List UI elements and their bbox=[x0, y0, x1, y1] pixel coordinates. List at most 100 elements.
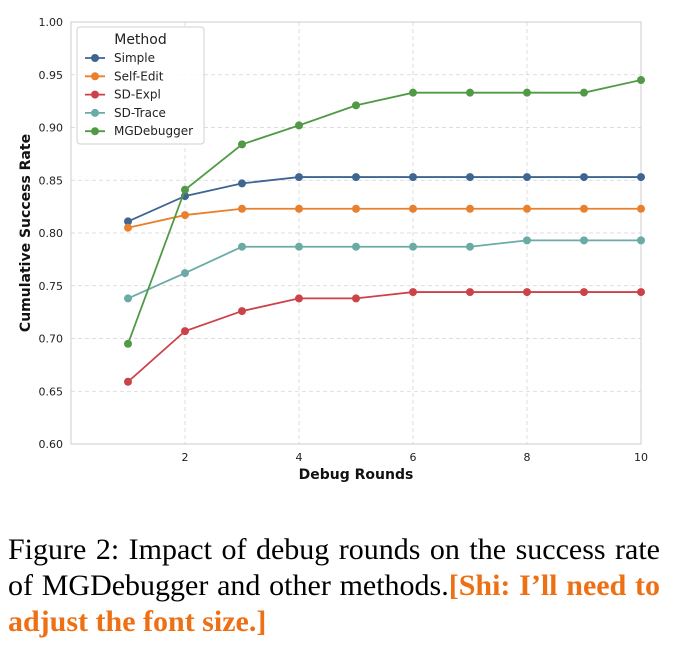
data-point-self-edit bbox=[580, 204, 588, 213]
legend-items: Simple Self-Edit SD-Expl SD-Trace MGDebugger bbox=[85, 51, 193, 138]
legend-label: SD-Expl bbox=[114, 88, 161, 102]
legend-marker bbox=[91, 54, 99, 62]
data-point-self-edit bbox=[409, 204, 417, 213]
data-point-sd-trace bbox=[637, 236, 645, 245]
y-axis-label: Cumulative Success Rate bbox=[18, 134, 34, 332]
legend-item-sd-trace: SD-Trace bbox=[85, 106, 166, 120]
data-point-simple bbox=[466, 173, 474, 182]
data-point-simple bbox=[637, 173, 645, 182]
x-tick-label: 6 bbox=[410, 451, 417, 464]
data-point-simple bbox=[580, 173, 588, 182]
series-group bbox=[124, 76, 645, 386]
data-point-self-edit bbox=[181, 211, 189, 220]
data-point-self-edit bbox=[466, 204, 474, 213]
data-point-sd-trace bbox=[523, 236, 531, 245]
series-sd-expl bbox=[124, 288, 645, 386]
legend-marker bbox=[91, 72, 99, 81]
legend-label: SD-Trace bbox=[114, 106, 166, 120]
plot-frame bbox=[70, 21, 642, 445]
data-point-mgdebugger bbox=[580, 88, 588, 97]
data-point-simple bbox=[124, 217, 132, 226]
data-point-mgdebugger bbox=[637, 76, 645, 85]
legend-item-self-edit: Self-Edit bbox=[85, 69, 164, 83]
data-point-self-edit bbox=[523, 204, 531, 213]
data-point-simple bbox=[295, 173, 303, 182]
data-point-sd-trace bbox=[124, 294, 132, 303]
x-axis-ticks: 2 4 6 8 10 bbox=[182, 451, 649, 464]
data-point-mgdebugger bbox=[295, 121, 303, 130]
data-point-sd-trace bbox=[352, 242, 360, 251]
data-point-sd-expl bbox=[295, 294, 303, 303]
data-point-sd-expl bbox=[523, 288, 531, 297]
series-line-sd-trace bbox=[127, 239, 641, 300]
data-point-sd-expl bbox=[637, 288, 645, 297]
legend-title: Method bbox=[114, 32, 167, 48]
data-point-sd-trace bbox=[580, 236, 588, 245]
data-point-mgdebugger bbox=[181, 185, 189, 194]
x-tick-label: 4 bbox=[296, 451, 303, 464]
data-point-sd-expl bbox=[181, 327, 189, 336]
x-tick-label: 2 bbox=[182, 451, 189, 464]
y-tick-label: 0.95 bbox=[39, 69, 64, 82]
legend-label: Self-Edit bbox=[114, 69, 164, 83]
series-sd-trace bbox=[124, 236, 645, 303]
line-chart: 0.60 0.65 0.70 0.75 0.80 0.85 0.90 0.95 1.00 2 4 6… bbox=[18, 16, 649, 483]
data-point-sd-trace bbox=[238, 242, 246, 251]
data-point-sd-trace bbox=[409, 242, 417, 251]
y-tick-label: 0.80 bbox=[39, 227, 64, 240]
data-point-simple bbox=[409, 173, 417, 182]
data-point-mgdebugger bbox=[466, 88, 474, 97]
series-line-self-edit bbox=[127, 207, 641, 229]
series-line-simple bbox=[127, 176, 641, 223]
data-point-sd-expl bbox=[352, 294, 360, 303]
caption-review-note: [Shi: I’ll need to adjust the font size.… bbox=[8, 569, 660, 638]
data-point-mgdebugger bbox=[352, 101, 360, 110]
legend-marker bbox=[91, 90, 99, 99]
data-point-mgdebugger bbox=[238, 140, 246, 149]
x-axis-label: Debug Rounds bbox=[299, 467, 414, 483]
legend: Method Simple Self-Edit SD-Expl SD-Trace MGD… bbox=[76, 26, 205, 145]
legend-label: MGDebugger bbox=[114, 124, 193, 138]
data-point-self-edit bbox=[295, 204, 303, 213]
data-point-simple bbox=[352, 173, 360, 182]
legend-item-simple: Simple bbox=[85, 51, 155, 65]
data-point-sd-expl bbox=[580, 288, 588, 297]
y-tick-label: 0.65 bbox=[39, 385, 64, 398]
y-tick-label: 0.90 bbox=[39, 122, 64, 135]
data-point-simple bbox=[238, 179, 246, 188]
legend-item-mgdebugger: MGDebugger bbox=[85, 124, 193, 138]
y-axis-ticks: 0.60 0.65 0.70 0.75 0.80 0.85 0.90 0.95 1.00 bbox=[39, 16, 64, 451]
data-point-sd-trace bbox=[466, 242, 474, 251]
data-point-self-edit bbox=[637, 204, 645, 213]
series-simple bbox=[124, 173, 645, 226]
data-point-self-edit bbox=[124, 223, 132, 232]
data-point-self-edit bbox=[238, 204, 246, 213]
x-tick-label: 10 bbox=[634, 451, 648, 464]
legend-marker bbox=[91, 127, 99, 136]
legend-label: Simple bbox=[114, 51, 155, 65]
data-point-mgdebugger bbox=[523, 88, 531, 97]
data-point-sd-trace bbox=[181, 269, 189, 278]
caption-text: Figure 2: Impact of debug rounds on the … bbox=[8, 533, 660, 602]
legend-marker bbox=[91, 108, 99, 117]
data-point-sd-expl bbox=[409, 288, 417, 297]
x-tick-label: 8 bbox=[524, 451, 531, 464]
series-line-mgdebugger bbox=[127, 79, 642, 345]
data-point-sd-expl bbox=[124, 377, 132, 386]
data-point-self-edit bbox=[352, 204, 360, 213]
data-point-mgdebugger bbox=[409, 88, 417, 97]
series-self-edit bbox=[124, 204, 645, 232]
data-point-simple bbox=[523, 173, 531, 182]
data-point-sd-expl bbox=[466, 288, 474, 297]
y-tick-label: 0.75 bbox=[39, 280, 64, 293]
legend-box bbox=[76, 26, 205, 145]
data-point-sd-expl bbox=[238, 307, 246, 316]
legend-item-sd-expl: SD-Expl bbox=[85, 88, 161, 102]
data-point-sd-trace bbox=[295, 242, 303, 251]
figure-caption: Figure 2: Impact of debug rounds on the … bbox=[8, 532, 660, 640]
y-tick-label: 0.60 bbox=[39, 438, 64, 451]
series-mgdebugger bbox=[124, 76, 645, 348]
y-tick-label: 1.00 bbox=[39, 16, 64, 29]
y-tick-label: 0.85 bbox=[39, 174, 64, 187]
series-line-sd-expl bbox=[127, 291, 641, 383]
